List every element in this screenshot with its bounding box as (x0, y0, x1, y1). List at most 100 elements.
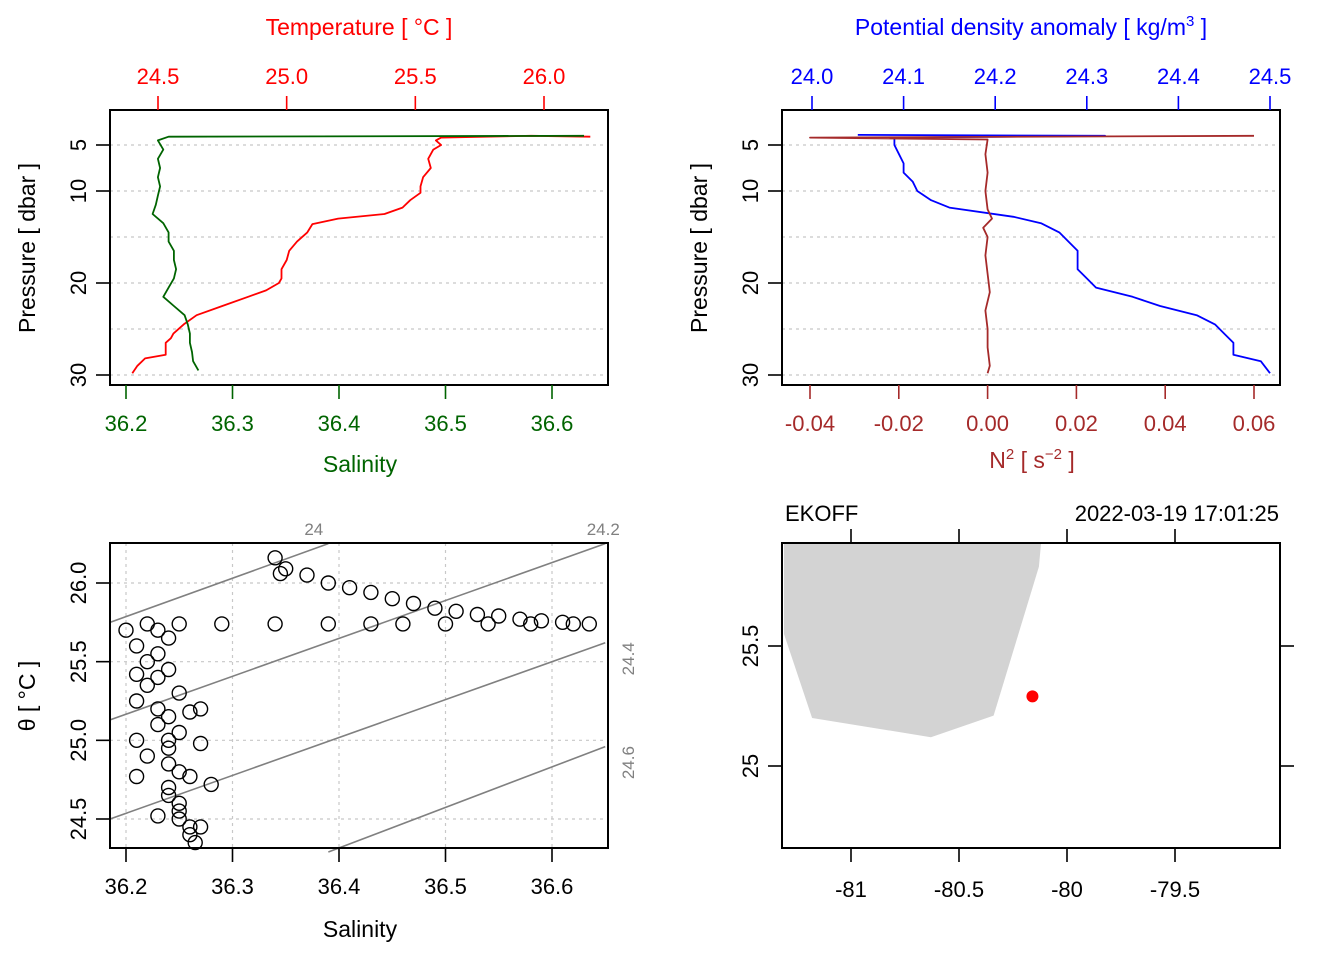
temperature-salinity-profile-panel: 24.5 25.0 25.5 26.0 36.2 36.3 36.4 36.5 36.6 5 1… (14, 14, 609, 477)
ts-point (214, 616, 230, 632)
n2-label-n: N (989, 447, 1006, 473)
pressure-tick-label: 30 (738, 363, 763, 387)
n2-tick-label: 0.02 (1055, 411, 1098, 436)
ts-point (128, 638, 145, 654)
salinity-tick-label: 36.6 (531, 874, 574, 899)
ts-point (182, 819, 198, 835)
station-timestamp: 2022-03-19 17:01:25 (1075, 501, 1279, 526)
n2-superscript: 2 (1006, 446, 1014, 463)
ts-point (171, 803, 187, 819)
ts-point (160, 709, 177, 725)
density-contour-24 (109, 542, 329, 624)
station-marker (1026, 690, 1039, 703)
pressure-tick-label: 5 (738, 139, 763, 151)
ts-point (171, 724, 187, 741)
longitude-tick-label: -81 (835, 877, 867, 902)
ts-point (272, 565, 289, 582)
density-axis-title-close: ] (1194, 14, 1207, 40)
density-tick-label: 24.1 (882, 64, 925, 89)
n2-tick-label: -0.02 (874, 411, 924, 436)
ts-point (192, 819, 209, 835)
pressure-tick-label: 10 (738, 179, 763, 203)
ts-point (160, 732, 177, 748)
ts-point (150, 646, 166, 662)
theta-tick-label: 25.0 (66, 719, 91, 762)
ts-point (267, 616, 283, 632)
density-line (857, 133, 1271, 374)
ts-point (192, 701, 209, 717)
superscript-3: 3 (1186, 13, 1194, 30)
unit-superscript: −2 (1045, 446, 1062, 463)
ts-point (182, 768, 198, 785)
pressure-gridlines (782, 144, 1280, 376)
ts-point (128, 693, 145, 709)
ts-point (171, 795, 187, 811)
density-contour-24.2 (109, 542, 606, 721)
salinity-line (151, 134, 585, 371)
density-tick-label: 24.0 (791, 64, 834, 89)
temperature-axis: 24.5 25.0 25.5 26.0 (137, 64, 566, 110)
salinity-tick-label: 36.4 (318, 874, 361, 899)
theta-axis: 24.5 25.0 25.5 26.0 (66, 562, 110, 840)
ts-point (128, 666, 145, 682)
n2-tick-label: 0.06 (1233, 411, 1276, 436)
ts-point (384, 591, 400, 607)
theta-tick-label: 25.5 (66, 640, 91, 683)
station-map-panel: -81 -80.5 -80 -79.5 25 25.5 EKOFF 2022-03-19 … (738, 501, 1294, 902)
ts-point (150, 716, 166, 733)
ts-point (139, 748, 156, 764)
coastline-land (784, 543, 1042, 738)
salinity-tick-label: 36.3 (211, 411, 254, 436)
longitude-tick-label: -80 (1051, 877, 1083, 902)
temperature-axis-title: Temperature [ °C ] (266, 14, 453, 40)
density-n2-profile-panel: 24.0 24.1 24.2 24.3 24.4 24.5 -0.04 -0.02 0.00 0… (686, 13, 1291, 473)
ts-point (118, 622, 134, 638)
density-contours: 24 24.2 24.4 24.6 (109, 520, 638, 853)
ts-point (160, 740, 177, 756)
latitude-tick-label: 25 (738, 754, 763, 778)
ts-point (139, 677, 156, 693)
ts-point (171, 764, 187, 780)
density-axis: 24.0 24.1 24.2 24.3 24.4 24.5 (791, 64, 1291, 110)
pressure-tick-label: 10 (66, 179, 91, 203)
ts-point (278, 561, 294, 577)
ts-point (267, 550, 283, 566)
ts-point (182, 827, 198, 843)
salinity-axis-title: Salinity (323, 916, 398, 942)
density-tick-label: 24.2 (974, 64, 1017, 89)
ts-point (128, 768, 145, 785)
ts-point (437, 616, 454, 632)
ts-point (523, 616, 539, 632)
salinity-tick-label: 36.5 (424, 411, 467, 436)
n2-axis: -0.04 -0.02 0.00 0.02 0.04 0.06 (785, 385, 1275, 436)
temperature-tick-label: 25.5 (394, 64, 437, 89)
salinity-axis: 36.2 36.3 36.4 36.5 36.6 (105, 848, 574, 899)
n2-label-unit: [ s (1014, 447, 1045, 473)
ts-point (160, 779, 177, 796)
temperature-line (131, 134, 591, 374)
density-contour-24.6 (328, 745, 606, 853)
ts-point (139, 616, 156, 632)
salinity-tick-label: 36.6 (531, 411, 574, 436)
map-axes: -81 -80.5 -80 -79.5 25 25.5 (738, 529, 1294, 902)
density-contour-label: 24.4 (619, 642, 638, 675)
ts-point (341, 580, 358, 596)
salinity-axis: 36.2 36.3 36.4 36.5 36.6 (105, 385, 574, 436)
ts-point (533, 613, 550, 629)
theta-tick-label: 26.0 (66, 562, 91, 605)
density-contour-label: 24.6 (619, 746, 638, 779)
ts-point (491, 608, 507, 624)
ts-point (469, 606, 486, 623)
longitude-tick-label: -80.5 (934, 877, 984, 902)
temperature-tick-label: 26.0 (523, 64, 566, 89)
ts-point (427, 600, 443, 616)
density-tick-label: 24.3 (1065, 64, 1108, 89)
ts-point (150, 701, 166, 717)
pressure-axis-title: Pressure [ dbar ] (14, 163, 40, 333)
station-markers (1026, 690, 1039, 703)
ts-point (554, 614, 571, 630)
n2-line (809, 134, 1255, 374)
ts-point (395, 616, 411, 632)
density-axis-title: Potential density anomaly [ kg/m3 ] (855, 13, 1207, 40)
ts-point (139, 654, 156, 670)
